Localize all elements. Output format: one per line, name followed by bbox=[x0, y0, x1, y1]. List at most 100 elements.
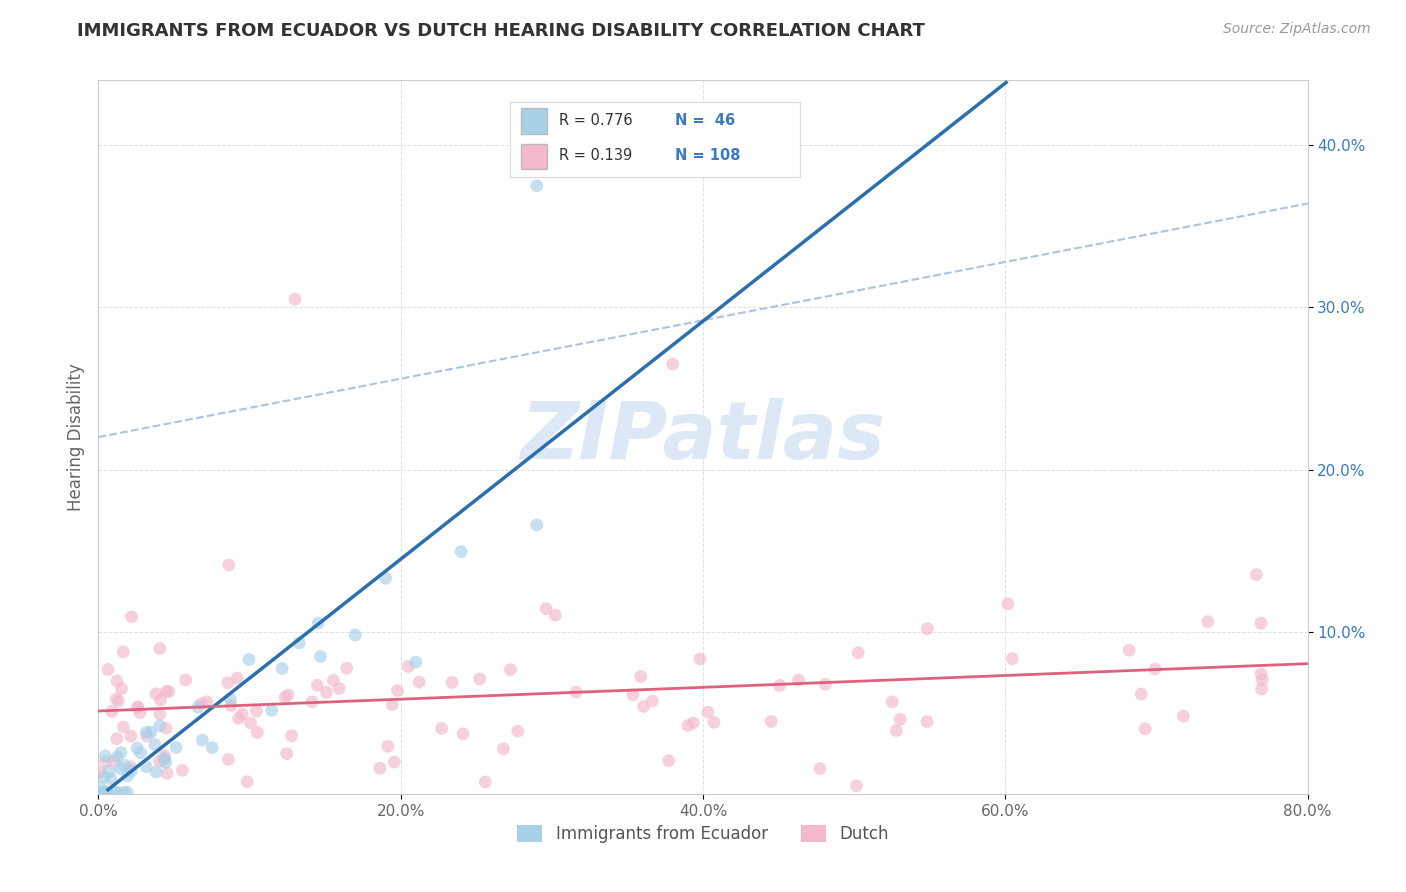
Point bbox=[1251, 673, 1274, 687]
Point bbox=[239, 716, 262, 731]
Point bbox=[451, 727, 474, 741]
Point bbox=[506, 724, 529, 739]
Point bbox=[231, 707, 253, 722]
Point bbox=[145, 765, 167, 780]
Text: ZIPatlas: ZIPatlas bbox=[520, 398, 886, 476]
FancyBboxPatch shape bbox=[522, 144, 547, 169]
Point bbox=[110, 746, 132, 760]
Point bbox=[149, 707, 172, 722]
Point bbox=[845, 779, 868, 793]
Point bbox=[157, 684, 180, 698]
Point bbox=[195, 695, 218, 709]
Point bbox=[526, 178, 548, 193]
Point bbox=[381, 698, 404, 712]
Point bbox=[128, 706, 150, 720]
Point bbox=[274, 690, 297, 705]
Point bbox=[105, 692, 128, 706]
Point bbox=[301, 695, 323, 709]
Point bbox=[276, 747, 298, 761]
Point bbox=[641, 694, 664, 708]
Point bbox=[374, 571, 396, 585]
Point bbox=[915, 714, 938, 729]
Point bbox=[492, 741, 515, 756]
Point bbox=[658, 754, 681, 768]
Point bbox=[886, 723, 908, 738]
Point bbox=[120, 764, 142, 778]
Point bbox=[917, 622, 939, 636]
Point bbox=[889, 712, 911, 726]
Point bbox=[165, 740, 187, 755]
Point bbox=[153, 748, 176, 763]
Text: R = 0.139: R = 0.139 bbox=[558, 148, 633, 163]
Point bbox=[621, 688, 644, 702]
Point bbox=[396, 659, 419, 673]
Point bbox=[322, 673, 344, 688]
Point bbox=[368, 761, 391, 775]
Point bbox=[307, 616, 329, 631]
Y-axis label: Hearing Disability: Hearing Disability bbox=[66, 363, 84, 511]
Point bbox=[101, 705, 124, 719]
Point bbox=[93, 785, 115, 799]
Point bbox=[997, 597, 1019, 611]
Point bbox=[121, 609, 143, 624]
Point bbox=[217, 752, 239, 766]
Point bbox=[846, 646, 869, 660]
Point bbox=[633, 699, 655, 714]
Point bbox=[1246, 567, 1268, 582]
Point bbox=[441, 675, 464, 690]
Point bbox=[127, 700, 149, 714]
Point bbox=[1135, 722, 1157, 736]
Point bbox=[114, 758, 136, 772]
Point bbox=[228, 711, 250, 725]
Point bbox=[115, 785, 138, 799]
Point bbox=[97, 663, 120, 677]
Point bbox=[149, 719, 172, 733]
Point bbox=[127, 700, 149, 714]
Point bbox=[284, 292, 307, 306]
Point bbox=[112, 720, 135, 734]
Point bbox=[328, 681, 350, 696]
Point bbox=[112, 785, 135, 799]
Point bbox=[120, 729, 142, 743]
Point bbox=[534, 601, 557, 615]
Point bbox=[787, 673, 810, 687]
Text: Source: ZipAtlas.com: Source: ZipAtlas.com bbox=[1223, 22, 1371, 37]
Point bbox=[218, 558, 240, 573]
Point bbox=[107, 694, 129, 708]
Point bbox=[112, 645, 135, 659]
Point bbox=[145, 687, 167, 701]
Point bbox=[94, 755, 117, 769]
Point bbox=[135, 760, 157, 774]
Point bbox=[1001, 651, 1024, 665]
Point bbox=[468, 672, 491, 686]
Point bbox=[307, 678, 329, 692]
Point bbox=[1173, 709, 1195, 723]
Point bbox=[103, 754, 125, 768]
Point bbox=[97, 764, 120, 779]
Point bbox=[768, 678, 790, 692]
Point bbox=[191, 733, 214, 747]
Point bbox=[661, 357, 683, 371]
Point bbox=[104, 785, 127, 799]
Point bbox=[1250, 681, 1272, 696]
Point bbox=[408, 675, 430, 690]
Point bbox=[149, 693, 172, 707]
Text: N =  46: N = 46 bbox=[675, 113, 735, 128]
Point bbox=[135, 725, 157, 739]
Point bbox=[280, 729, 302, 743]
Point bbox=[201, 740, 224, 755]
FancyBboxPatch shape bbox=[522, 109, 547, 134]
Point bbox=[1130, 687, 1153, 701]
Point bbox=[94, 785, 117, 799]
Point bbox=[245, 704, 267, 718]
Point bbox=[155, 721, 177, 735]
Point bbox=[315, 685, 337, 699]
Point bbox=[219, 698, 242, 713]
Point bbox=[135, 729, 157, 743]
Point bbox=[630, 669, 652, 683]
Point bbox=[156, 766, 179, 780]
Text: IMMIGRANTS FROM ECUADOR VS DUTCH HEARING DISABILITY CORRELATION CHART: IMMIGRANTS FROM ECUADOR VS DUTCH HEARING… bbox=[77, 22, 925, 40]
Point bbox=[277, 688, 299, 702]
Point bbox=[190, 697, 212, 711]
Point bbox=[1250, 667, 1272, 681]
